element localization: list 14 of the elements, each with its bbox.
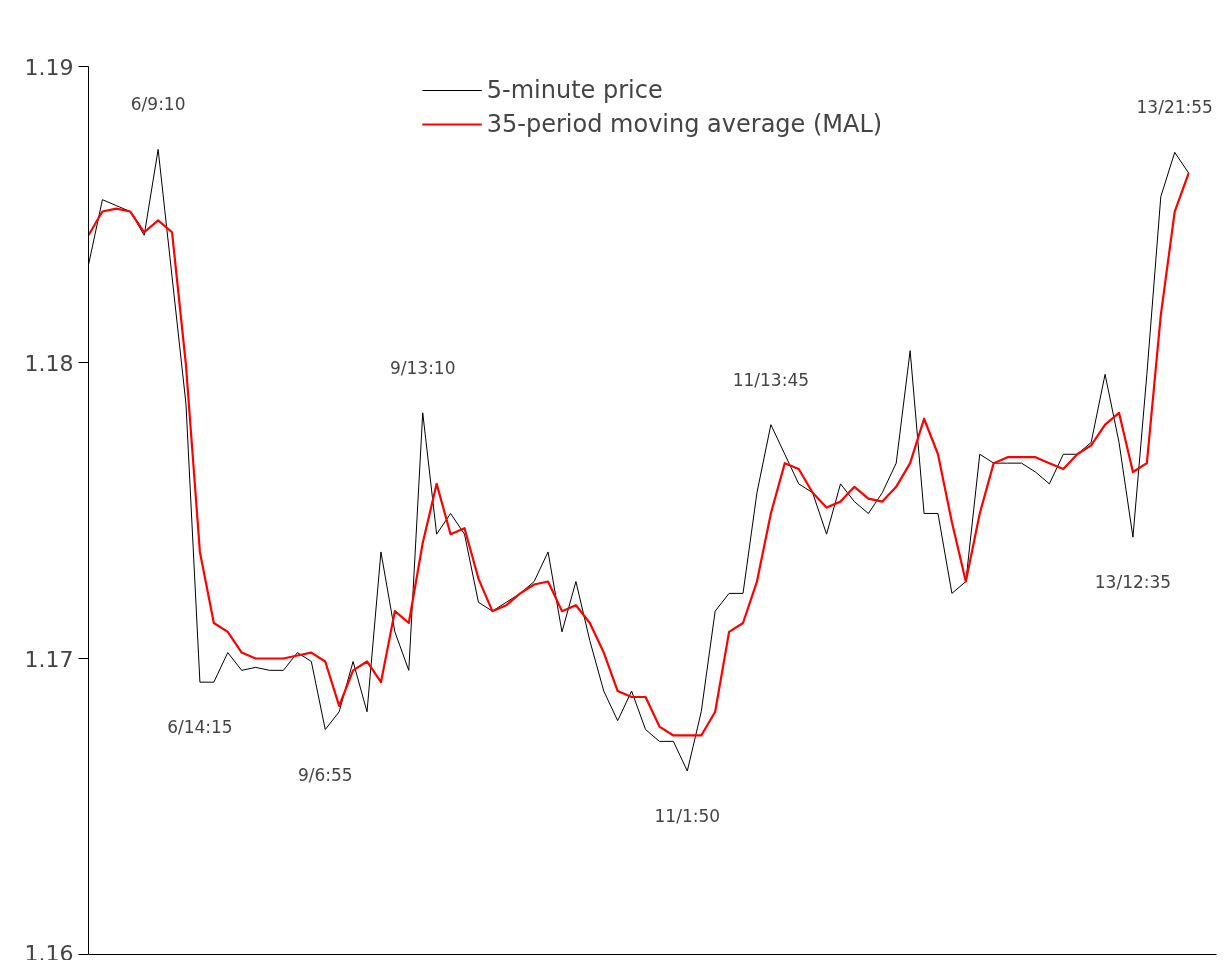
legend-label: 5-minute price — [486, 76, 663, 104]
annotation: 13/12:35 — [1094, 572, 1172, 593]
y-tick-label: 1.17 — [24, 646, 74, 672]
y-tick-label: 1.19 — [24, 54, 74, 80]
y-tick-label: 1.18 — [24, 350, 74, 376]
annotation: 13/21:55 — [1136, 97, 1213, 118]
legend-label: 35-period moving average (MAL) — [486, 110, 883, 138]
annotation: 6/9:10 — [130, 94, 186, 115]
y-tick-label: 1.16 — [24, 940, 74, 966]
annotation: 11/13:45 — [732, 369, 810, 390]
annotation: 11/1:50 — [654, 805, 721, 826]
annotation: 6/14:15 — [167, 717, 233, 738]
annotation: 9/13:10 — [389, 357, 456, 378]
annotation: 9/6:55 — [297, 764, 353, 785]
